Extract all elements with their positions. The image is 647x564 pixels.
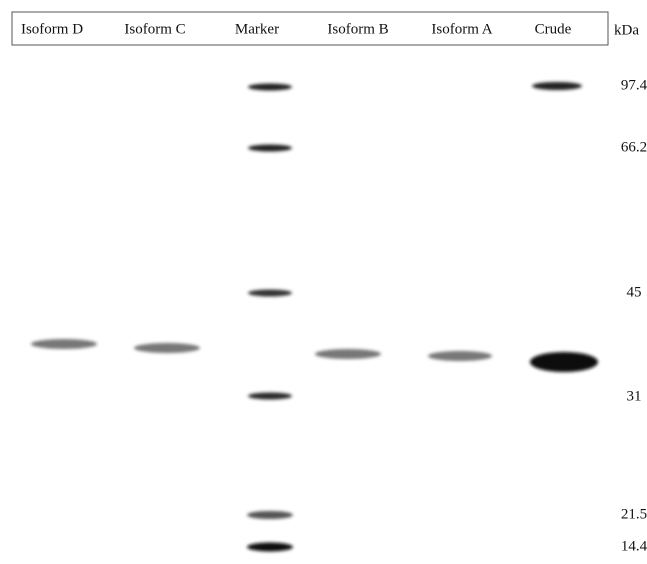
band (134, 343, 200, 353)
marker-label: 21.5 (621, 506, 647, 522)
page: Isoform D Isoform C Marker Isoform B Isoform… (0, 0, 647, 564)
gel-figure: Isoform D Isoform C Marker Isoform B Isoform… (0, 0, 647, 564)
band (247, 543, 293, 552)
band (248, 290, 292, 297)
lane-label: Isoform C (124, 21, 185, 37)
band (532, 82, 582, 90)
lane-label: Isoform B (327, 21, 388, 37)
band (530, 352, 598, 372)
band (428, 351, 492, 361)
band (31, 339, 97, 349)
band (247, 511, 293, 519)
marker-label: 31 (627, 388, 642, 404)
lane-label: Isoform D (21, 21, 83, 37)
band (315, 349, 381, 359)
lane-label: Isoform A (431, 21, 492, 37)
marker-label: 45 (627, 284, 642, 300)
marker-label: 66.2 (621, 139, 647, 155)
lane-label: Marker (235, 21, 279, 37)
lane-label: Crude (535, 21, 572, 37)
marker-label: 14.4 (621, 538, 647, 554)
band (248, 84, 292, 91)
band (248, 145, 292, 152)
unit-label: kDa (614, 22, 639, 38)
band (248, 393, 292, 400)
marker-label: 97.4 (621, 77, 647, 93)
